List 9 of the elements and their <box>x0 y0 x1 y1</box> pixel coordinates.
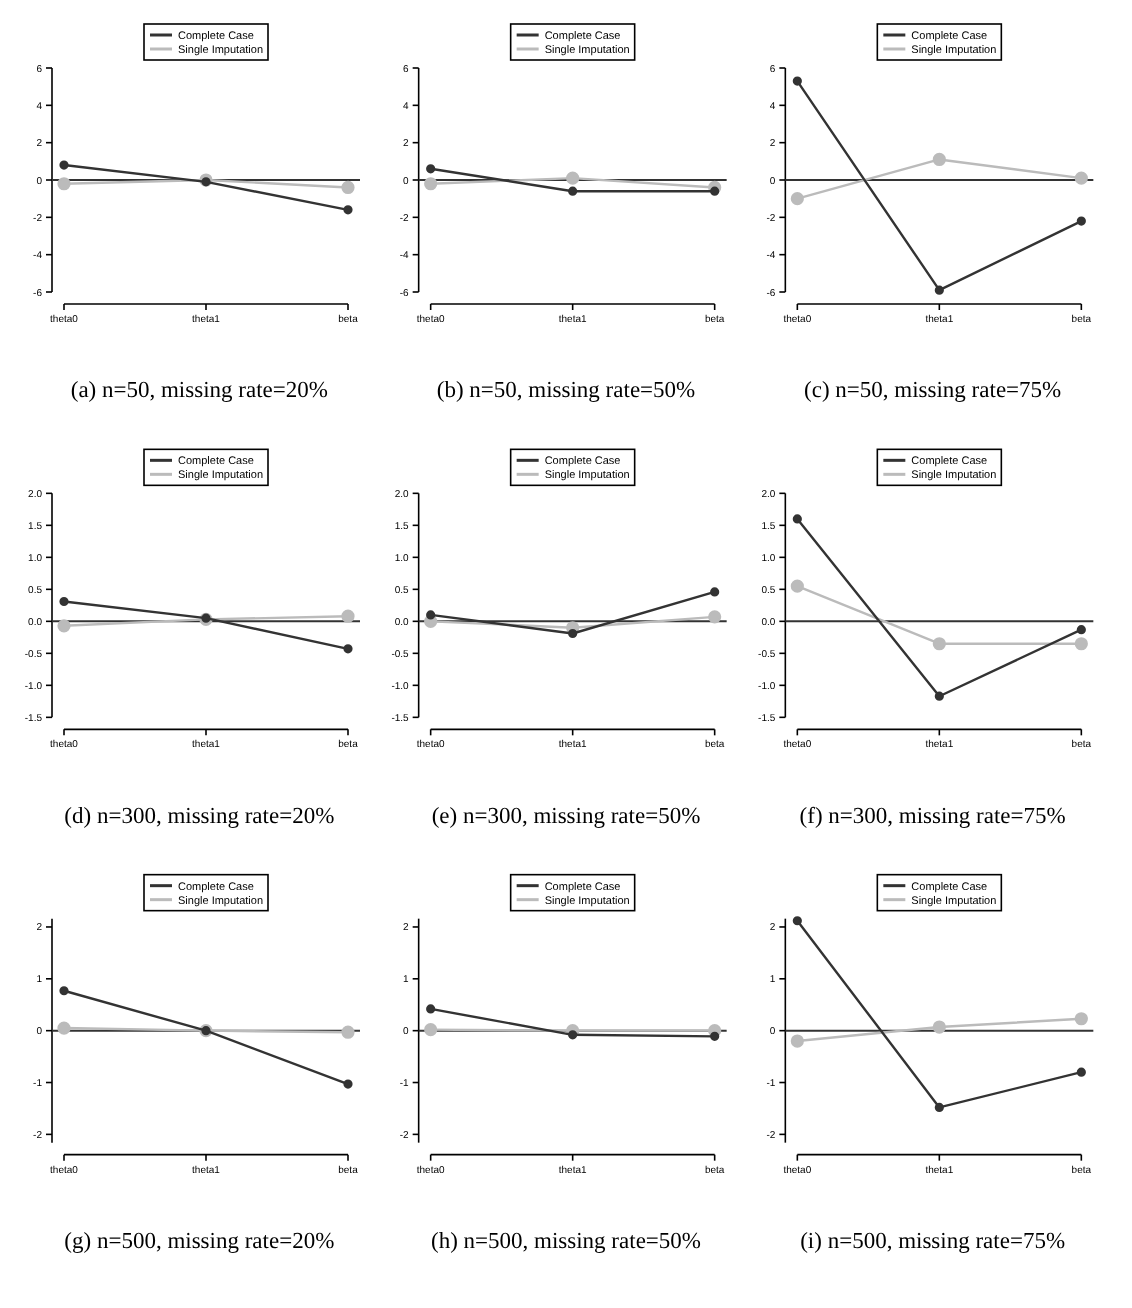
text: (a) n=50, missing rate=20% <box>70 379 329 404</box>
text: (i) n=500, missing rate=75% <box>800 1230 1066 1254</box>
text: (f) n=300, missing rate=75% <box>799 804 1067 829</box>
text: (b) n=50, missing rate=50% <box>436 379 697 404</box>
text: (c) n=50, missing rate=75% <box>804 379 1063 404</box>
text: (d) n=300, missing rate=20% <box>64 804 336 829</box>
text: (h) n=500, missing rate=50% <box>431 1230 702 1254</box>
text: (g) n=500, missing rate=20% <box>64 1230 336 1254</box>
text: (e) n=300, missing rate=50% <box>431 804 702 829</box>
